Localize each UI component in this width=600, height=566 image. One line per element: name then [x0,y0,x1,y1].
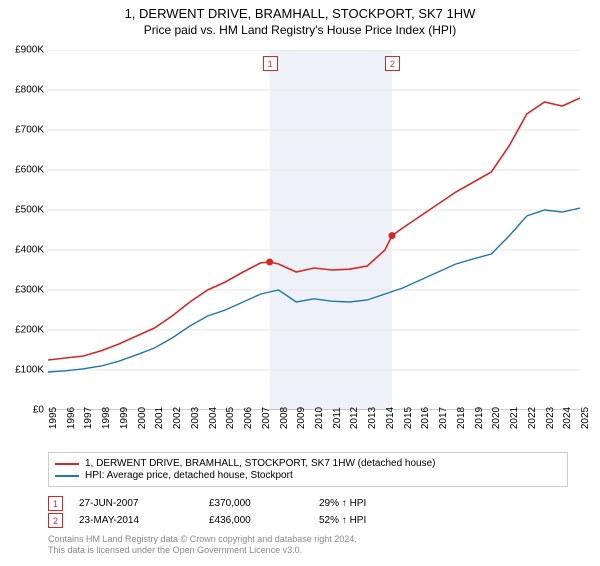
x-tick-label: 2007 [261,407,272,429]
x-tick-label: 2000 [137,407,148,429]
chart-svg [48,50,580,410]
x-tick-label: 2011 [332,407,343,429]
sale-marker-box: 1 [263,56,278,71]
x-tick-label: 2022 [527,407,538,429]
x-tick-label: 2006 [243,407,254,429]
sale-marker-box: 2 [385,56,400,71]
event-marker: 1 [48,496,63,511]
page-title: 1, DERWENT DRIVE, BRAMHALL, STOCKPORT, S… [0,6,600,21]
x-tick-label: 1998 [101,407,112,429]
chart: £0£100K£200K£300K£400K£500K£600K£700K£80… [48,50,580,410]
x-tick-label: 2012 [349,407,360,429]
x-tick-label: 2020 [491,407,502,429]
x-tick-label: 1995 [48,407,59,429]
shade-band [270,50,392,410]
x-tick-label: 2010 [314,407,325,429]
x-tick-label: 2003 [190,407,201,429]
footnote: Contains HM Land Registry data © Crown c… [48,534,357,557]
x-tick-label: 2024 [562,407,573,429]
x-tick-label: 2005 [225,407,236,429]
x-tick-label: 1997 [83,407,94,429]
x-tick-label: 2004 [208,407,219,429]
x-tick-label: 2008 [279,407,290,429]
legend-label: 1, DERWENT DRIVE, BRAMHALL, STOCKPORT, S… [85,458,436,469]
footnote-line: This data is licensed under the Open Gov… [48,545,357,556]
event-price: £436,000 [209,515,319,526]
x-tick-label: 2002 [172,407,183,429]
x-tick-label: 2019 [474,407,485,429]
event-row: 1 27-JUN-2007£370,00029% ↑ HPI [48,496,568,511]
event-date: 27-JUN-2007 [79,498,209,509]
x-tick-label: 2014 [385,407,396,429]
y-tick-label: £900K [0,45,44,56]
sale-marker-dot [266,259,273,266]
legend-item: 1, DERWENT DRIVE, BRAMHALL, STOCKPORT, S… [55,458,561,469]
page-subtitle: Price paid vs. HM Land Registry's House … [0,23,600,37]
event-row: 2 23-MAY-2014£436,00052% ↑ HPI [48,513,568,528]
y-tick-label: £500K [0,205,44,216]
legend-item: HPI: Average price, detached house, Stoc… [55,470,561,481]
x-tick-label: 1999 [119,407,130,429]
x-tick-label: 2016 [420,407,431,429]
y-tick-label: £600K [0,165,44,176]
event-table: 1 27-JUN-2007£370,00029% ↑ HPI 2 23-MAY-201… [48,494,568,530]
footnote-line: Contains HM Land Registry data © Crown c… [48,534,357,545]
x-tick-label: 1996 [66,407,77,429]
event-hpi: 52% ↑ HPI [319,515,449,526]
event-marker: 2 [48,513,63,528]
event-date: 23-MAY-2014 [79,515,209,526]
y-tick-label: £0 [0,405,44,416]
y-tick-label: £700K [0,125,44,136]
y-tick-label: £100K [0,365,44,376]
legend-swatch [55,475,79,477]
x-tick-label: 2015 [403,407,414,429]
y-tick-label: £400K [0,245,44,256]
x-tick-label: 2009 [296,407,307,429]
x-tick-label: 2013 [367,407,378,429]
legend: 1, DERWENT DRIVE, BRAMHALL, STOCKPORT, S… [48,452,568,487]
event-price: £370,000 [209,498,319,509]
event-hpi: 29% ↑ HPI [319,498,449,509]
x-tick-label: 2021 [509,407,520,429]
sale-marker-dot [389,232,396,239]
y-tick-label: £200K [0,325,44,336]
x-tick-label: 2017 [438,407,449,429]
x-tick-label: 2025 [580,407,591,429]
y-tick-label: £800K [0,85,44,96]
y-tick-label: £300K [0,285,44,296]
x-tick-label: 2018 [456,407,467,429]
legend-swatch [55,463,79,465]
x-tick-label: 2023 [545,407,556,429]
legend-label: HPI: Average price, detached house, Stoc… [85,470,293,481]
x-tick-label: 2001 [154,407,165,429]
